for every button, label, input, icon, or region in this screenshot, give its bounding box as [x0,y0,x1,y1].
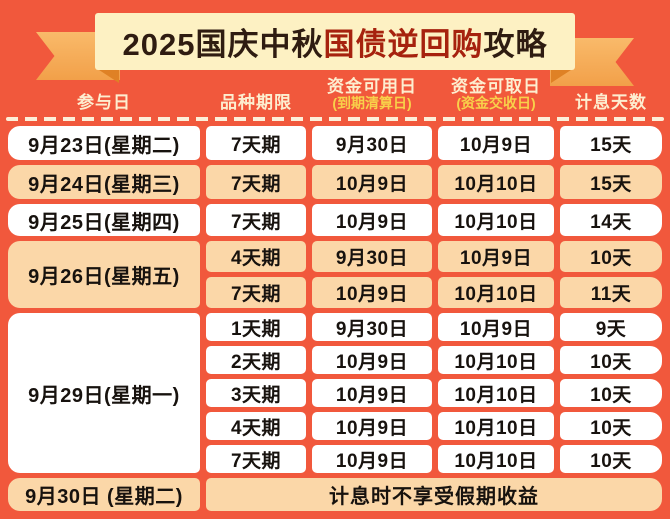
term-cell: 4天期 [206,241,306,272]
date-cell: 9月29日(星期一) [8,313,200,473]
available-date-cell: 10月9日 [312,379,432,407]
days-cell: 10天 [560,379,662,407]
table-body: 9月23日(星期二) 7天期 9月30日 10月9日 15天 9月24日(星期三) 7天期 1… [8,126,662,511]
term-cell: 7天期 [206,277,306,308]
term-cell: 7天期 [206,165,306,199]
days-cell: 14天 [560,204,662,236]
header-funds-available-date: 资金可用日 (到期清算日) [312,68,432,114]
banner-title-part: 2025国庆中秋 [122,27,324,62]
header-sublabel: (到期清算日) [332,95,412,112]
withdraw-date-cell: 10月10日 [438,204,554,236]
term-cell: 3天期 [206,379,306,407]
available-date-cell: 9月30日 [312,241,432,272]
banner-title-part: 国债逆回购 [323,27,484,62]
withdraw-date-cell: 10月9日 [438,126,554,160]
date-cell: 9月30日 (星期二) [8,478,200,511]
available-date-cell: 10月9日 [312,445,432,473]
available-date-cell: 10月9日 [312,277,432,308]
withdraw-date-cell: 10月9日 [438,241,554,272]
days-cell: 11天 [560,277,662,308]
days-cell: 10天 [560,241,662,272]
days-cell: 9天 [560,313,662,341]
date-cell: 9月23日(星期二) [8,126,200,160]
header-interest-days: 计息天数 [560,68,662,114]
term-cell: 7天期 [206,445,306,473]
term-cell: 7天期 [206,204,306,236]
available-date-cell: 10月9日 [312,346,432,374]
withdraw-date-cell: 10月10日 [438,165,554,199]
header-product-term: 品种期限 [206,68,306,114]
banner-title: 2025国庆中秋国债逆回购攻略 [123,19,548,64]
available-date-cell: 9月30日 [312,313,432,341]
banner: 2025国庆中秋国债逆回购攻略 [95,13,575,70]
header-participation-date: 参与日 [8,68,200,114]
withdraw-date-cell: 10月10日 [438,379,554,407]
term-cell: 2天期 [206,346,306,374]
header-label: 资金可用日 [327,77,417,97]
term-cell: 4天期 [206,412,306,440]
date-cell: 9月24日(星期三) [8,165,200,199]
table-header: 参与日 品种期限 资金可用日 (到期清算日) 资金可取日 (资金交收日) 计息天… [8,68,662,114]
days-cell: 15天 [560,165,662,199]
days-cell: 10天 [560,445,662,473]
header-label: 资金可取日 [451,77,541,97]
date-cell: 9月26日(星期五) [8,241,200,308]
withdraw-date-cell: 10月10日 [438,445,554,473]
available-date-cell: 9月30日 [312,126,432,160]
days-cell: 10天 [560,346,662,374]
available-date-cell: 10月9日 [312,204,432,236]
available-date-cell: 10月9日 [312,165,432,199]
withdraw-date-cell: 10月10日 [438,346,554,374]
holiday-note-cell: 计息时不享受假期收益 [206,478,662,511]
header-label: 参与日 [77,92,131,112]
term-cell: 1天期 [206,313,306,341]
header-label: 品种期限 [220,92,292,112]
available-date-cell: 10月9日 [312,412,432,440]
dashed-divider [6,117,664,121]
days-cell: 10天 [560,412,662,440]
term-cell: 7天期 [206,126,306,160]
withdraw-date-cell: 10月10日 [438,412,554,440]
date-cell: 9月25日(星期四) [8,204,200,236]
withdraw-date-cell: 10月10日 [438,277,554,308]
banner-title-part: 攻略 [483,27,548,62]
header-sublabel: (资金交收日) [456,95,536,112]
header-funds-withdrawable-date: 资金可取日 (资金交收日) [438,68,554,114]
header-label: 计息天数 [575,92,647,112]
days-cell: 15天 [560,126,662,160]
withdraw-date-cell: 10月9日 [438,313,554,341]
